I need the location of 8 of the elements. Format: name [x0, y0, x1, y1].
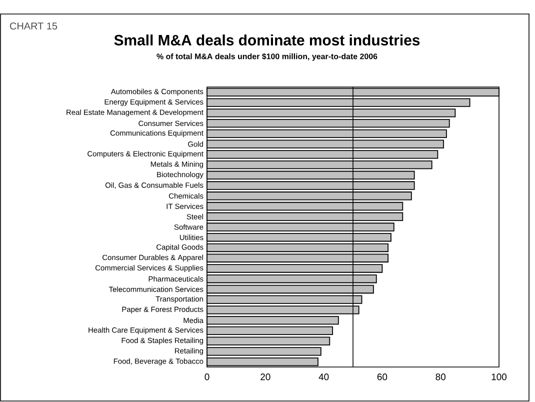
x-tick-label: 0	[204, 374, 210, 380]
x-tick-label: 20	[260, 374, 270, 380]
x-tick-label: 100	[492, 374, 507, 380]
x-tick-label: 40	[318, 374, 329, 380]
x-tick-label: 60	[377, 374, 388, 380]
x-tick-label: 80	[436, 374, 446, 380]
caption: CHART 15	[10, 22, 58, 30]
chart-title: Small M&A deals dominate most industries	[114, 34, 420, 46]
